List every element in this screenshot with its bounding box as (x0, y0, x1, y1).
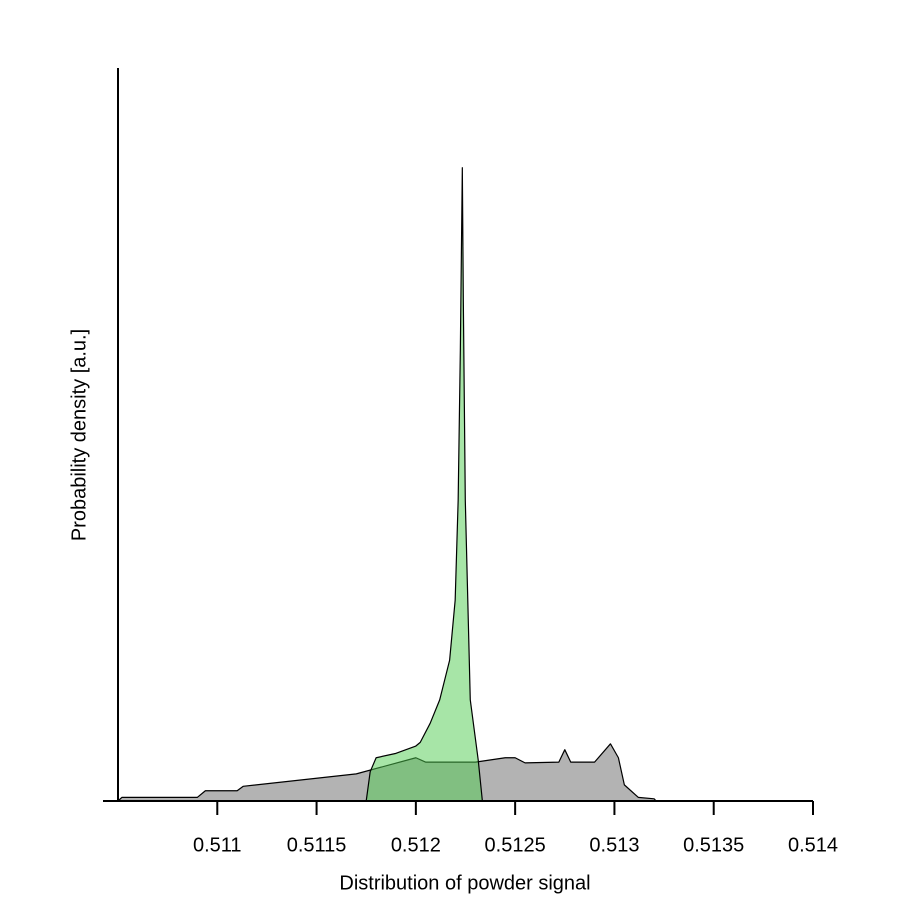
area (365, 167, 483, 802)
x-tick-label: 0.5115 (287, 834, 347, 856)
x-tick-label: 0.514 (788, 834, 838, 856)
x-axis-label: Distribution of powder signal (339, 872, 590, 894)
x-tick-label: 0.5135 (683, 834, 744, 856)
x-tick-label: 0.512 (391, 834, 441, 856)
x-tick-label: 0.5125 (485, 834, 546, 856)
x-tick-label: 0.511 (193, 834, 242, 856)
y-axis-label: Probability density [a.u.] (68, 329, 90, 541)
x-tick-label: 0.513 (589, 834, 639, 856)
